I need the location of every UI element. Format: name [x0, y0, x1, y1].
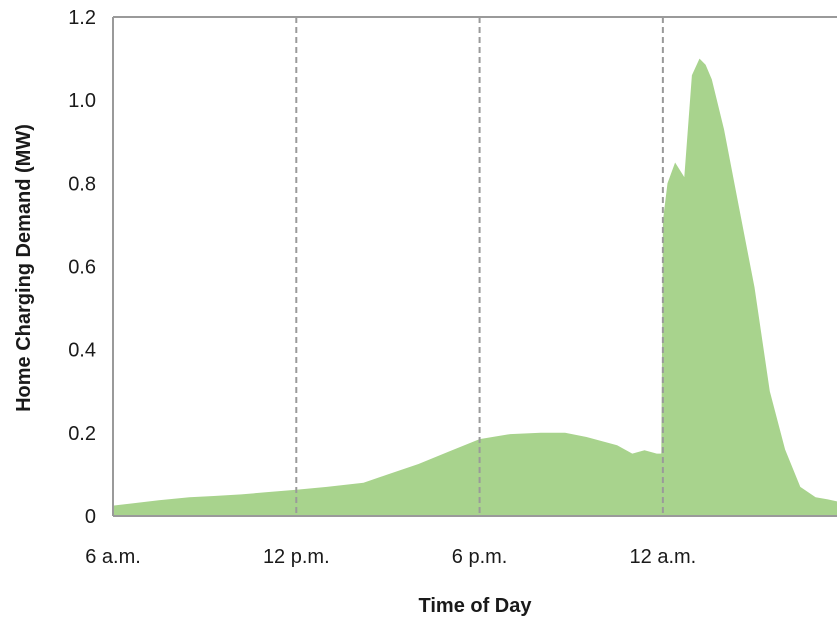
axes — [112, 16, 837, 517]
vertical-reference-lines — [295, 17, 664, 516]
y-tick-label: 0.2 — [68, 423, 96, 445]
x-tick-label: 6 a.m. — [85, 546, 141, 568]
demand-area-series-0 — [113, 58, 837, 516]
y-tick-label: 0 — [85, 506, 96, 528]
y-tick-label: 0.8 — [68, 173, 96, 195]
y-tick-label: 0.6 — [68, 257, 96, 279]
y-tick-label: 1.0 — [68, 90, 96, 112]
x-axis-title: Time of Day — [419, 595, 533, 617]
x-tick-label: 12 a.m. — [630, 546, 697, 568]
y-tick-label: 1.2 — [68, 7, 96, 29]
x-tick-labels: 6 a.m. 12 p.m. 6 p.m. 12 a.m. — [85, 546, 696, 568]
x-tick-label: 12 p.m. — [263, 546, 330, 568]
y-tick-label: 0.4 — [68, 340, 96, 362]
y-tick-labels: 0 0.2 0.4 0.6 0.8 1.0 1.2 — [68, 7, 96, 528]
area-layer — [113, 58, 837, 516]
y-axis-title: Home Charging Demand (MW) — [13, 124, 35, 412]
x-tick-label: 6 p.m. — [452, 546, 508, 568]
